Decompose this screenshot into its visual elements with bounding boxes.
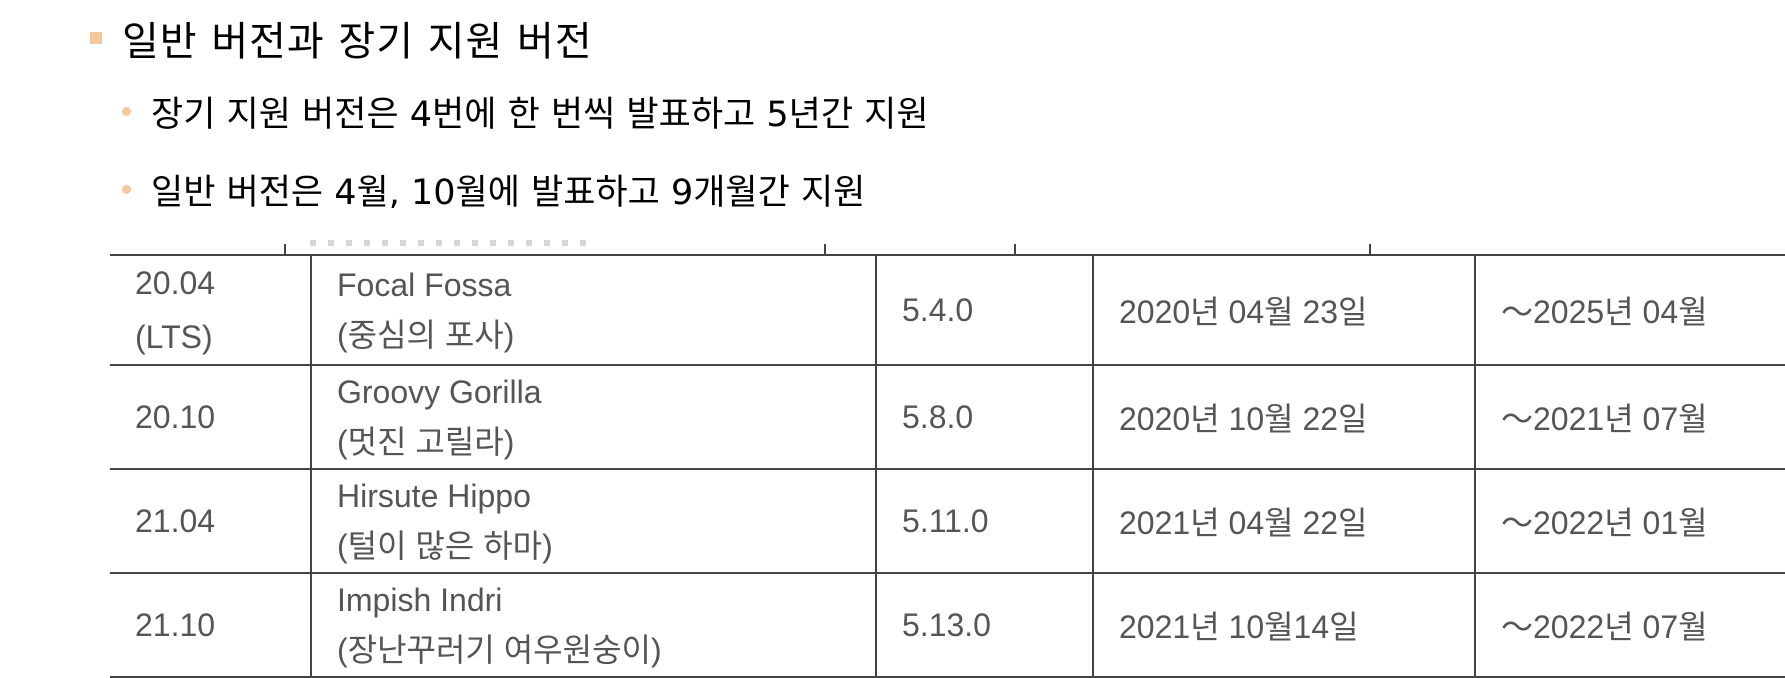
codename: Groovy Gorilla xyxy=(337,374,542,410)
table-cropped-top xyxy=(110,240,1785,256)
codename: Impish Indri xyxy=(337,582,503,618)
release-date-cell: 2020년 10월 22일 xyxy=(1093,365,1476,470)
version-number: 20.04 xyxy=(135,265,216,301)
version-number: 20.10 xyxy=(135,399,216,435)
table-row: 21.10 Impish Indri (장난꾸러기 여우원숭이) 5.13.0 … xyxy=(110,573,1785,678)
version-number: 21.10 xyxy=(135,607,216,643)
cropped-text-remnant xyxy=(310,240,590,246)
release-date-cell: 2020년 04월 23일 xyxy=(1093,256,1476,366)
bullet-item: 장기 지원 버전은 4번에 한 번씩 발표하고 5년간 지원 xyxy=(122,86,929,136)
table-row: 20.04 (LTS) Focal Fossa (중심의 포사) 5.4.0 2… xyxy=(110,256,1785,366)
kernel-cell: 5.13.0 xyxy=(876,573,1094,678)
codename-korean: (멋진 고릴라) xyxy=(337,424,515,460)
kernel-cell: 5.11.0 xyxy=(876,469,1094,574)
square-bullet-icon xyxy=(90,32,102,44)
table-divider xyxy=(824,244,826,256)
bullet-text: 일반 버전은 4월, 10월에 발표하고 9개월간 지원 xyxy=(151,172,866,213)
dot-bullet-icon xyxy=(122,184,131,194)
codename-cell: Hirsute Hippo (털이 많은 하마) xyxy=(311,469,877,574)
ubuntu-version-table: 20.04 (LTS) Focal Fossa (중심의 포사) 5.4.0 2… xyxy=(110,256,1785,678)
support-end-cell: ～2022년 07월 xyxy=(1475,573,1785,678)
version-cell: 21.04 xyxy=(110,469,312,574)
support-end-cell: ～2021년 07월 xyxy=(1475,365,1785,470)
codename-korean: (장난꾸러기 여우원숭이) xyxy=(337,632,662,668)
codename: Focal Fossa xyxy=(337,267,512,303)
version-cell: 21.10 xyxy=(110,573,312,678)
release-date-cell: 2021년 04월 22일 xyxy=(1093,469,1476,574)
table-divider xyxy=(284,244,286,256)
support-end-cell: ～2025년 04월 xyxy=(1475,256,1785,366)
dot-bullet-icon xyxy=(122,106,131,116)
version-cell: 20.04 (LTS) xyxy=(110,256,312,366)
codename: Hirsute Hippo xyxy=(337,478,531,514)
bullet-item: 일반 버전은 4월, 10월에 발표하고 9개월간 지원 xyxy=(122,164,865,214)
version-note: (LTS) xyxy=(135,319,213,355)
version-number: 21.04 xyxy=(135,503,216,539)
bullet-text: 장기 지원 버전은 4번에 한 번씩 발표하고 5년간 지원 xyxy=(151,94,929,135)
kernel-cell: 5.8.0 xyxy=(876,365,1094,470)
release-date-cell: 2021년 10월14일 xyxy=(1093,573,1476,678)
codename-cell: Impish Indri (장난꾸러기 여우원숭이) xyxy=(311,573,877,678)
table-divider xyxy=(1369,244,1371,256)
codename-korean: (중심의 포사) xyxy=(337,317,515,353)
version-cell: 20.10 xyxy=(110,365,312,470)
support-end-cell: ～2022년 01월 xyxy=(1475,469,1785,574)
table-row: 21.04 Hirsute Hippo (털이 많은 하마) 5.11.0 20… xyxy=(110,469,1785,574)
kernel-cell: 5.4.0 xyxy=(876,256,1094,366)
table-row: 20.10 Groovy Gorilla (멋진 고릴라) 5.8.0 2020… xyxy=(110,365,1785,470)
slide-title: 일반 버전과 장기 지원 버전 xyxy=(122,19,593,65)
table-divider xyxy=(1014,244,1016,256)
codename-cell: Focal Fossa (중심의 포사) xyxy=(311,256,877,366)
codename-cell: Groovy Gorilla (멋진 고릴라) xyxy=(311,365,877,470)
table-divider xyxy=(110,254,1785,256)
slide-title-row: 일반 버전과 장기 지원 버전 xyxy=(90,8,593,68)
codename-korean: (털이 많은 하마) xyxy=(337,528,553,564)
